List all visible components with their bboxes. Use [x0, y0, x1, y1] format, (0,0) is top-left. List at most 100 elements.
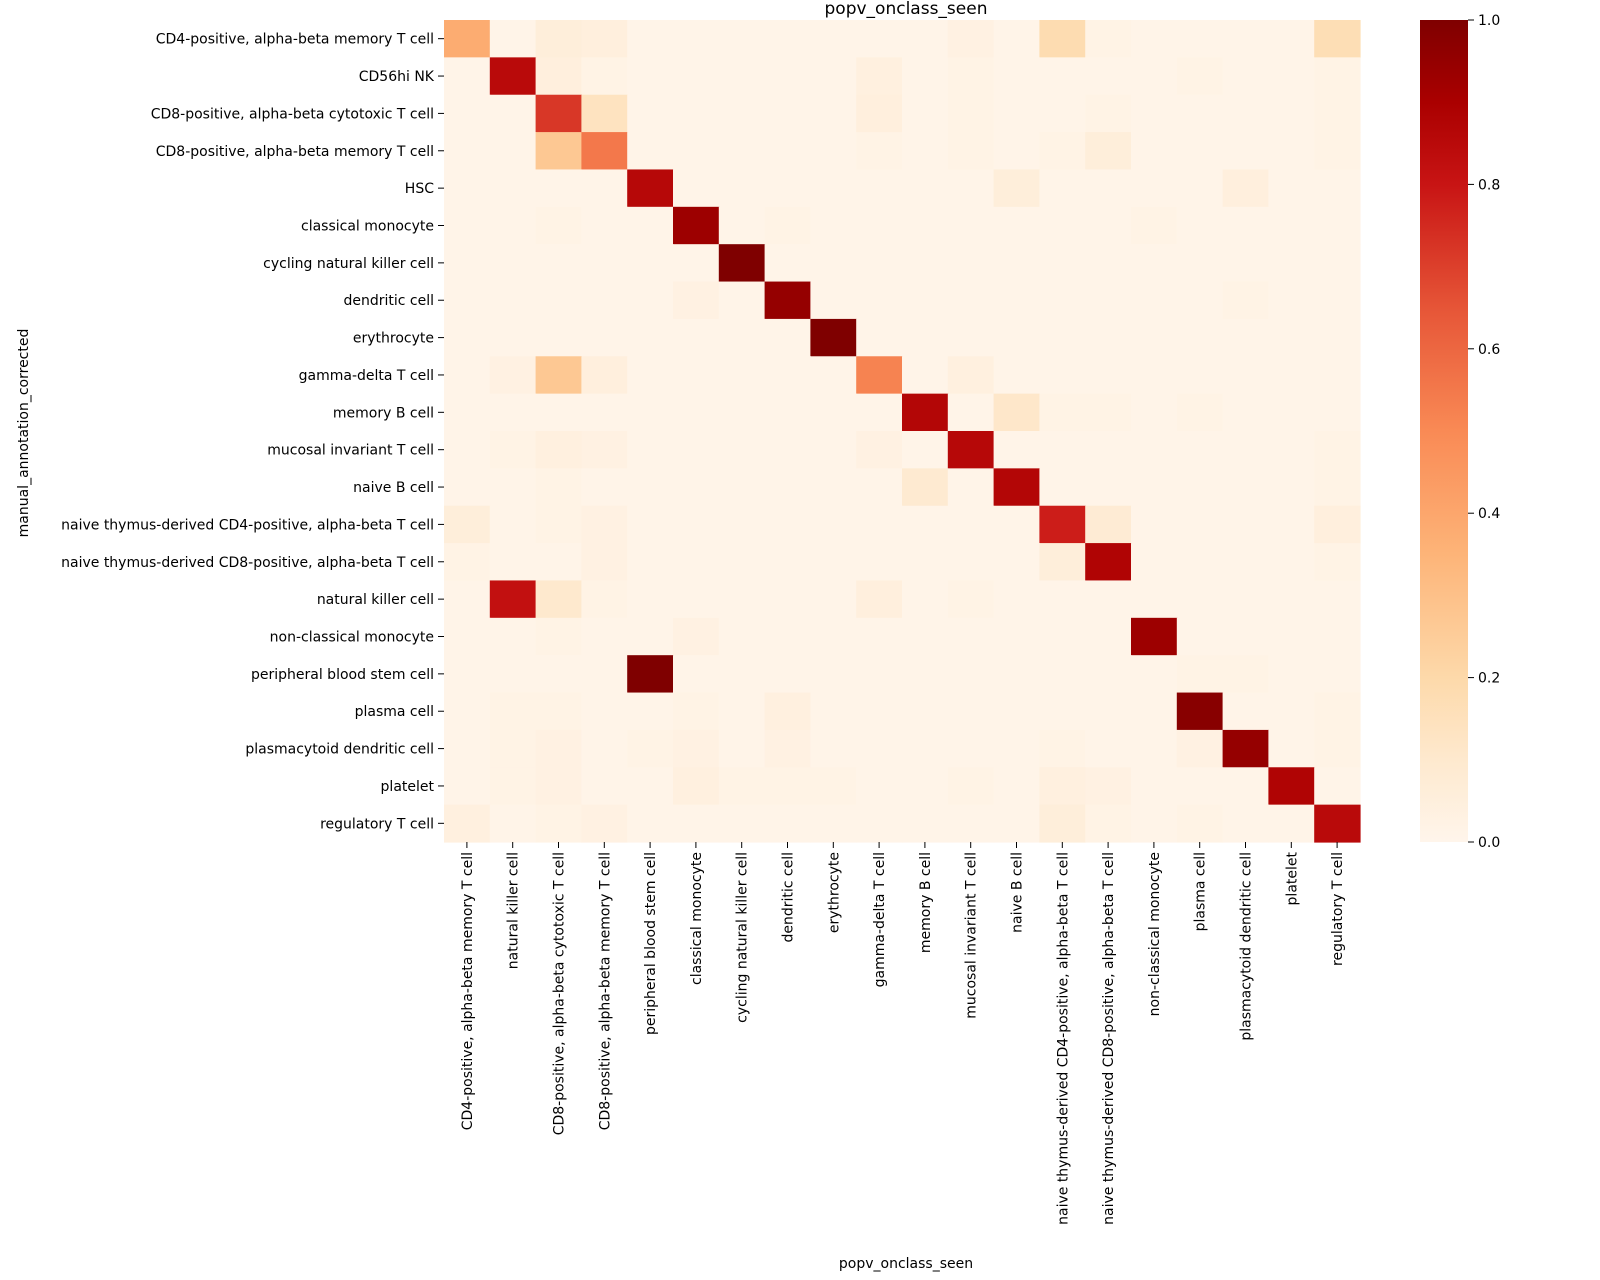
y-tick-label: gamma-delta T cell: [299, 368, 434, 384]
heatmap-cell: [1039, 281, 1086, 320]
heatmap-cell: [489, 281, 537, 320]
heatmap-cell: [673, 655, 720, 694]
heatmap-cell: [627, 393, 674, 432]
heatmap-cell: [1268, 132, 1315, 171]
heatmap-cell: [1085, 356, 1132, 395]
heatmap-cell: [947, 580, 995, 619]
heatmap-cell: [444, 468, 491, 507]
heatmap-cell: [1131, 281, 1178, 320]
heatmap-cell: [718, 617, 766, 656]
heatmap-cell: [444, 318, 491, 357]
heatmap-cell: [1222, 356, 1269, 395]
heatmap-cell: [1268, 57, 1315, 96]
heatmap-cell: [993, 617, 1040, 656]
heatmap-cell: [581, 543, 628, 582]
heatmap-cell: [764, 729, 811, 768]
heatmap-cell: [581, 505, 628, 544]
heatmap-cell: [1268, 20, 1315, 58]
heatmap-cell: [489, 393, 537, 432]
heatmap-cell: [1176, 505, 1224, 544]
heatmap-cell: [1039, 393, 1086, 432]
colorbar-tick-label: 1.0: [1478, 13, 1500, 29]
heatmap-cell: [1176, 767, 1224, 806]
heatmap-cell: [581, 431, 628, 469]
heatmap-cell: [764, 318, 811, 357]
heatmap-cell: [1176, 132, 1224, 171]
heatmap-cell: [1268, 692, 1315, 731]
heatmap-cell: [489, 505, 537, 544]
heatmap-cell: [1085, 767, 1132, 806]
y-tick-label: CD4-positive, alpha-beta memory T cell: [156, 32, 434, 48]
heatmap-cell: [1085, 57, 1132, 96]
heatmap-cell: [764, 169, 811, 208]
heatmap-cell: [1314, 655, 1361, 694]
heatmap-cell: [444, 281, 491, 320]
heatmap-cell: [489, 94, 537, 133]
heatmap-cell: [1268, 281, 1315, 320]
heatmap-cell: [1222, 692, 1269, 731]
heatmap-cell: [1222, 20, 1269, 58]
heatmap-cell: [856, 281, 903, 320]
heatmap-cell: [1176, 468, 1224, 507]
heatmap-cell: [810, 206, 857, 245]
heatmap-cell: [673, 20, 720, 58]
y-tick-label: naive B cell: [353, 480, 434, 496]
heatmap-cell: [1314, 393, 1361, 432]
heatmap-cell: [718, 281, 766, 320]
heatmap-cell: [489, 206, 537, 245]
heatmap-cell: [673, 729, 720, 768]
heatmap-cell: [764, 244, 811, 283]
heatmap-cell: [856, 729, 903, 768]
heatmap-cell: [673, 57, 720, 96]
heatmap-cell: [902, 281, 949, 320]
heatmap-cell: [947, 169, 995, 208]
heatmap-cell: [947, 20, 995, 58]
heatmap-cell: [673, 505, 720, 544]
heatmap-cell: [535, 206, 582, 245]
heatmap-cell: [1222, 804, 1269, 843]
heatmap-cell: [764, 580, 811, 619]
heatmap-cell: [1268, 505, 1315, 544]
heatmap-cell: [947, 244, 995, 283]
y-tick-label: CD56hi NK: [359, 69, 435, 85]
heatmap-cell: [1314, 281, 1361, 320]
y-tick-label: plasma cell: [355, 704, 434, 720]
heatmap-cell: [535, 281, 582, 320]
heatmap-cell: [581, 393, 628, 432]
heatmap-cell: [902, 617, 949, 656]
heatmap-cell: [535, 804, 582, 843]
heatmap-cell: [489, 617, 537, 656]
heatmap-cell: [993, 580, 1040, 619]
heatmap-cell: [718, 393, 766, 432]
heatmap-cell: [810, 617, 857, 656]
heatmap-cell: [489, 318, 537, 357]
heatmap-cell: [1085, 431, 1132, 469]
heatmap-cell: [810, 655, 857, 694]
heatmap-cell: [718, 94, 766, 133]
heatmap-cell: [1131, 244, 1178, 283]
heatmap-cell: [535, 431, 582, 469]
heatmap-cell: [1176, 244, 1224, 283]
heatmap-cell: [1314, 468, 1361, 507]
heatmap-cell: [902, 244, 949, 283]
heatmap-cell: [1268, 169, 1315, 208]
heatmap-cell: [444, 356, 491, 395]
heatmap-cell: [489, 468, 537, 507]
heatmap-cell: [1039, 132, 1086, 171]
heatmap-cell: [444, 505, 491, 544]
heatmap-cell: [856, 431, 903, 469]
heatmap-cell: [1268, 543, 1315, 582]
heatmap-cell: [902, 169, 949, 208]
heatmap-cell: [764, 543, 811, 582]
heatmap-cell: [1131, 543, 1178, 582]
x-tick-label: plasmacytoid dendritic cell: [1239, 852, 1255, 1041]
heatmap-cell: [810, 468, 857, 507]
heatmap-cell: [1039, 318, 1086, 357]
heatmap-cell: [1085, 169, 1132, 208]
y-tick-label: non-classical monocyte: [270, 630, 434, 646]
heatmap-cell: [1176, 617, 1224, 656]
heatmap-cell: [444, 431, 491, 469]
heatmap-cell: [627, 729, 674, 768]
x-tick-label: mucosal invariant T cell: [964, 852, 980, 1019]
heatmap-cell: [627, 767, 674, 806]
